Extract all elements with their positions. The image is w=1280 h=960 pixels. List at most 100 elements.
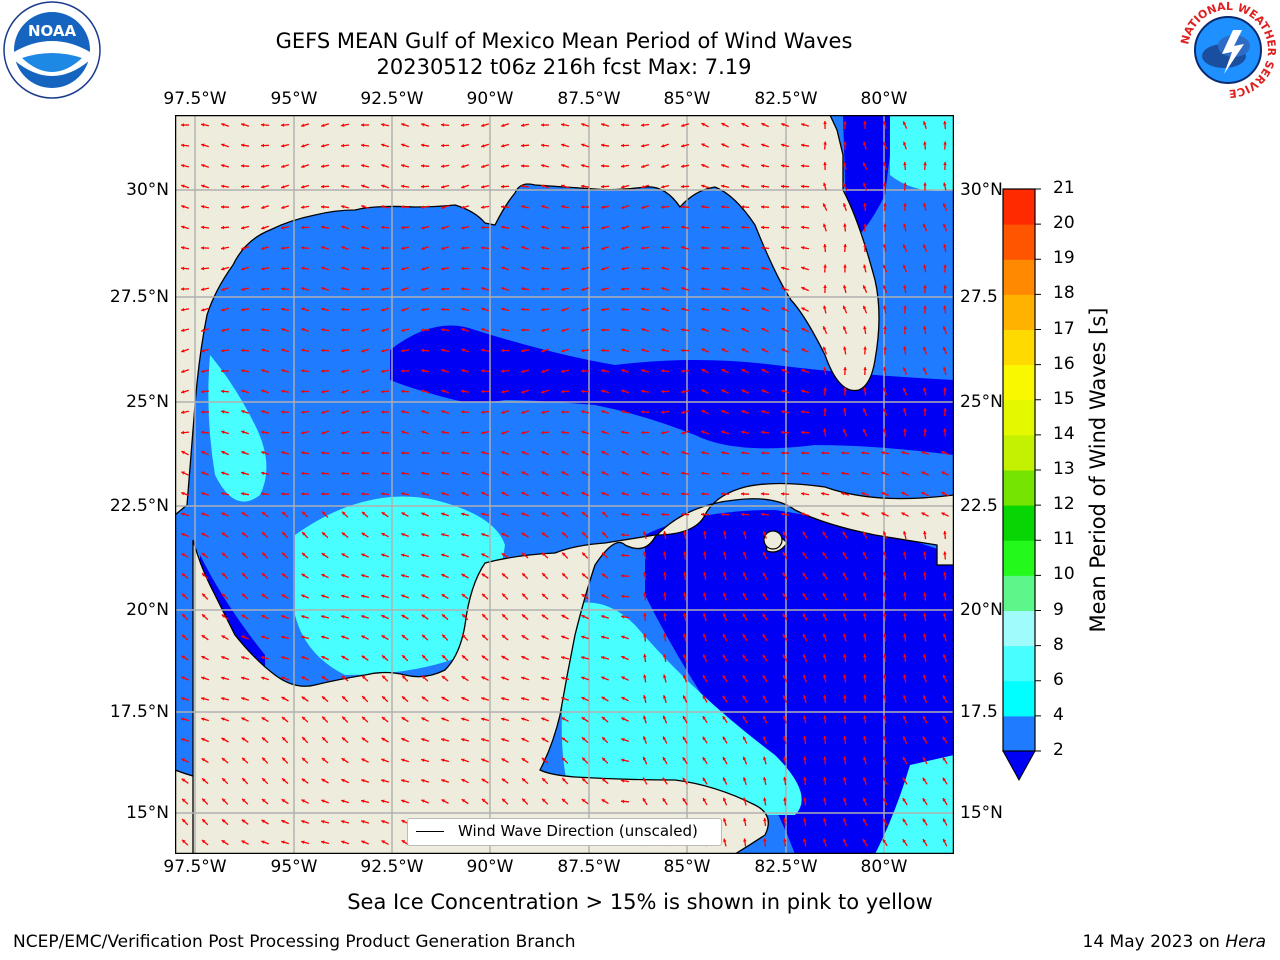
wind-arrow-head (823, 777, 827, 781)
wind-arrow-head (683, 551, 687, 555)
wind-arrow-head (621, 779, 625, 783)
wind-arrow-head (341, 778, 345, 783)
wind-arrow-head (361, 390, 365, 394)
wind-arrow-head (561, 635, 565, 639)
wind-arrow-head (501, 307, 505, 311)
wind-arrow-head (843, 695, 847, 699)
wind-arrow-head (501, 184, 505, 189)
wind-arrow-head (282, 737, 286, 741)
wind-arrow-head (222, 573, 226, 577)
wind-arrow-head (741, 205, 745, 209)
wind-arrow-head (461, 287, 465, 291)
wind-arrow-head (843, 203, 847, 207)
wind-arrow-head (781, 266, 785, 270)
wind-arrow-head (201, 717, 205, 721)
wind-arrow-head (262, 573, 266, 577)
wind-arrow-head (182, 634, 186, 639)
wind-arrow-head (822, 326, 827, 330)
wind-arrow-head (341, 205, 345, 209)
colorbar-segment (1003, 540, 1035, 576)
legend-line-swatch (416, 831, 444, 832)
wind-arrow-head (742, 716, 746, 720)
wind-arrow-head (722, 777, 727, 781)
wind-arrow-head (381, 389, 385, 394)
wind-arrow-head (301, 164, 305, 168)
wind-arrow-head (582, 737, 586, 741)
wind-arrow-head (801, 327, 805, 332)
wind-arrow-head (883, 613, 887, 617)
wind-arrow-head (863, 203, 867, 207)
wind-arrow-head (883, 326, 887, 330)
wind-arrow-head (641, 389, 645, 394)
wind-arrow-head (621, 676, 625, 680)
wind-arrow-head (582, 573, 586, 577)
wind-arrow-head (521, 328, 525, 332)
wind-arrow-head (621, 266, 625, 271)
wind-arrow-head (541, 246, 545, 250)
wind-arrow-head (802, 552, 806, 556)
wind-arrow-head (481, 307, 485, 311)
wind-arrow-head (823, 346, 827, 351)
wind-arrow-head (662, 757, 666, 761)
wind-arrow-head (601, 450, 605, 455)
wind-arrow-head (181, 205, 185, 209)
wind-arrow-head (923, 141, 927, 145)
wind-arrow-head (281, 185, 285, 189)
wind-arrow-head (481, 123, 485, 127)
period-zone-low (843, 115, 895, 245)
wind-arrow-head (201, 369, 205, 373)
wind-arrow-head (761, 205, 765, 209)
wind-arrow-head (621, 512, 625, 517)
wind-arrow-head (703, 572, 707, 576)
wind-arrow-head (261, 819, 265, 824)
wind-arrow-head (681, 471, 685, 476)
wind-arrow-head (701, 143, 705, 147)
wind-arrow-head (682, 695, 687, 699)
wind-arrow-head (521, 164, 525, 168)
wind-arrow-head (421, 287, 425, 291)
wind-arrow-head (621, 471, 625, 475)
wind-arrow-head (261, 205, 265, 209)
wind-arrow-head (681, 164, 685, 168)
wind-arrow-head (502, 798, 506, 803)
wind-arrow-head (881, 471, 885, 475)
wind-arrow-head (381, 820, 385, 824)
wind-arrow-head (683, 613, 687, 617)
colorbar-tick-label: 21 (1053, 178, 1075, 198)
wind-arrow-head (723, 797, 727, 802)
wind-arrow-head (921, 451, 925, 455)
wind-arrow-head (281, 696, 285, 701)
lon-label-top: 90°W (466, 89, 514, 109)
wind-arrow-head (803, 797, 807, 801)
wind-arrow-head (261, 471, 265, 476)
wind-arrow-head (261, 410, 265, 414)
colorbar-extend-arrow (1002, 750, 1036, 782)
wind-arrow-head (501, 697, 505, 701)
wind-arrow-head (722, 716, 726, 720)
wind-arrow-head (621, 287, 625, 291)
wind-arrow-head (741, 225, 745, 230)
wind-arrow-head (381, 574, 385, 578)
wind-arrow-head (202, 778, 206, 782)
wind-arrow-head (281, 246, 285, 250)
wind-arrow-head (322, 511, 326, 515)
wind-arrow-head (521, 287, 525, 291)
lat-label-right: 25°N (960, 392, 1003, 412)
wind-arrow-head (261, 226, 265, 230)
wind-arrow-head (422, 675, 426, 680)
wind-arrow-head (281, 328, 285, 332)
wind-arrow-head (341, 123, 345, 127)
wind-arrow-head (621, 430, 625, 435)
wind-arrow-head (782, 674, 787, 679)
wind-arrow-head (823, 162, 827, 166)
wind-arrow-head (601, 615, 605, 619)
wind-arrow-head (942, 695, 947, 699)
wind-arrow-head (562, 573, 566, 577)
wind-arrow-head (501, 205, 505, 209)
wind-arrow-head (401, 533, 405, 537)
wind-arrow-head (921, 512, 925, 516)
colorbar-segment (1003, 715, 1035, 752)
wind-arrow-head (701, 512, 705, 517)
wind-arrow-head (561, 369, 565, 373)
wind-arrow-head (282, 532, 286, 536)
